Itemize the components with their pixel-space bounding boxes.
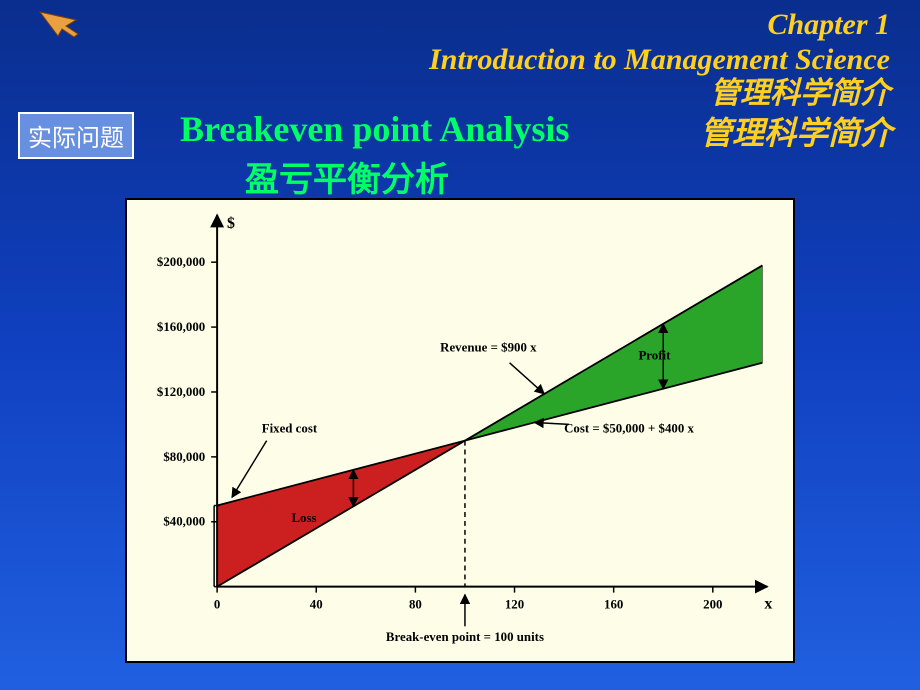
svg-text:Cost = $50,000 + $400 x: Cost = $50,000 + $400 x <box>564 422 694 436</box>
svg-text:80: 80 <box>409 597 422 611</box>
svg-text:$200,000: $200,000 <box>157 255 205 269</box>
chapter-title-en: Introduction to Management Science <box>429 43 890 78</box>
chapter-title-cn: 管理科学简介 <box>429 77 890 112</box>
svg-text:$40,000: $40,000 <box>163 515 205 529</box>
svg-text:$160,000: $160,000 <box>157 320 205 334</box>
svg-text:0: 0 <box>214 597 220 611</box>
badge-text: 实际问题 <box>28 126 124 152</box>
badge-real-problem: 实际问题 <box>18 112 134 159</box>
chapter-number: Chapter 1 <box>429 8 890 43</box>
page-title-cn: 盈亏平衡分析 <box>245 152 449 201</box>
svg-text:Break-even point = 100 units: Break-even point = 100 units <box>386 630 544 644</box>
svg-text:Revenue = $900 x: Revenue = $900 x <box>440 340 537 354</box>
svg-text:40: 40 <box>310 597 323 611</box>
svg-text:200: 200 <box>703 597 722 611</box>
svg-text:160: 160 <box>604 597 623 611</box>
chapter-title-cn-right: 管理科学简介 <box>700 108 892 154</box>
svg-text:x: x <box>764 595 772 612</box>
svg-text:$120,000: $120,000 <box>157 385 205 399</box>
breakeven-chart: $40,000 $80,000 $120,000 $160,000 $200,000 0 4… <box>125 198 795 663</box>
svg-text:Loss: Loss <box>291 511 316 525</box>
svg-text:$80,000: $80,000 <box>163 450 205 464</box>
svg-text:Profit: Profit <box>638 349 671 363</box>
chart-svg: $40,000 $80,000 $120,000 $160,000 $200,000 0 4… <box>127 200 793 661</box>
svg-text:$: $ <box>227 215 235 232</box>
pointer-icon <box>38 8 88 38</box>
chapter-header: Chapter 1 Introduction to Management Sci… <box>429 8 890 112</box>
svg-text:120: 120 <box>505 597 524 611</box>
page-title-en: Breakeven point Analysis <box>180 108 569 150</box>
svg-text:Fixed cost: Fixed cost <box>262 422 318 436</box>
